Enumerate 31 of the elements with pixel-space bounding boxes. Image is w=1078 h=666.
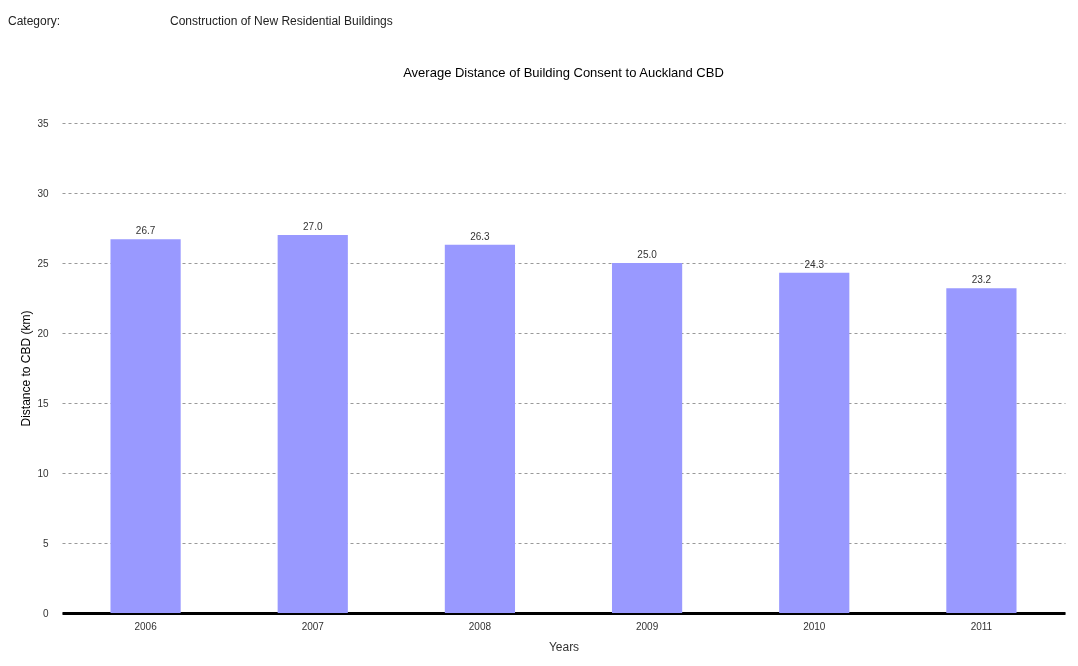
data-label: 27.0 — [303, 221, 323, 232]
bar — [611, 263, 683, 613]
data-label: 24.3 — [804, 258, 825, 270]
y-tick-label: 35 — [37, 117, 49, 129]
y-tick-label: 25 — [37, 257, 49, 269]
x-tick-label: 2007 — [301, 620, 325, 632]
data-label: 26.7 — [135, 225, 156, 237]
data-label: 23.2 — [971, 274, 992, 286]
data-label: 26.3 — [470, 230, 491, 242]
y-tick-label: 30 — [37, 187, 49, 199]
x-tick-label: 2006 — [134, 620, 158, 632]
text: Construction of New Residential Buildings — [170, 14, 393, 28]
y-tick-label: 10 — [37, 467, 49, 479]
bar — [277, 235, 348, 613]
y-tick-label: 0 — [42, 607, 49, 619]
bar — [110, 239, 181, 613]
y-tick-label: 20 — [37, 327, 49, 339]
x-tick-label: 2010 — [803, 620, 826, 632]
y-tick-label: 5 — [42, 537, 49, 549]
x-axis-title: Years — [548, 639, 580, 654]
chart-title: Average Distance of Building Consent to Auckland CBD — [403, 65, 724, 80]
x-tick-label: 2011 — [970, 620, 993, 632]
y-tick-label: 15 — [37, 397, 49, 409]
bar — [779, 272, 850, 613]
bar — [946, 288, 1017, 613]
bar — [444, 244, 516, 613]
x-tick-label: 2008 — [468, 620, 492, 632]
y-axis-title: Distance to CBD (km) — [19, 310, 34, 427]
data-label: 25.0 — [637, 249, 658, 260]
text: Category: — [8, 14, 61, 28]
x-tick-label: 2009 — [635, 620, 659, 632]
